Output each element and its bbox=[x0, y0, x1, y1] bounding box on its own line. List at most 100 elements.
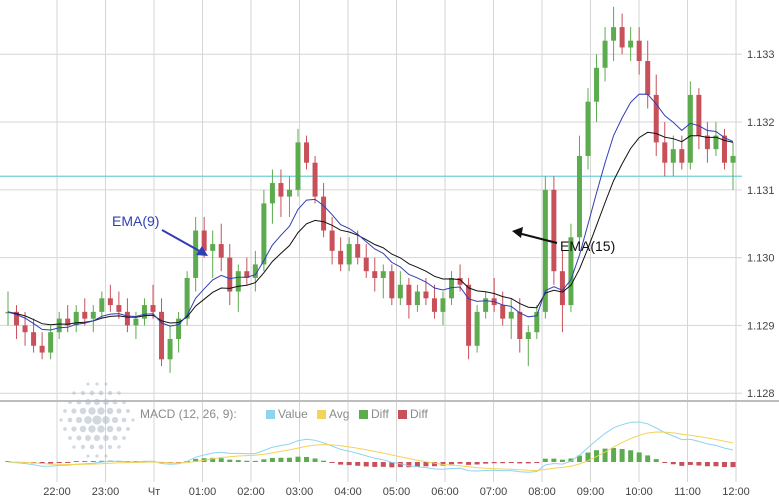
macd-diff-bar bbox=[576, 455, 582, 462]
candle bbox=[167, 325, 173, 373]
candle-body bbox=[90, 311, 96, 319]
logo-dot bbox=[79, 407, 87, 415]
macd-diff-bar bbox=[227, 459, 233, 462]
candle-body bbox=[636, 40, 642, 62]
logo-dot bbox=[116, 426, 122, 432]
candle-body bbox=[653, 94, 659, 143]
macd-diff-bar bbox=[525, 462, 531, 464]
candle-body bbox=[176, 318, 182, 339]
logo-dot bbox=[95, 382, 99, 386]
candle bbox=[653, 74, 659, 156]
macd-diff-bar bbox=[517, 462, 523, 464]
macd-diff-bar bbox=[235, 460, 241, 462]
macd-diff-bar bbox=[679, 462, 685, 466]
macd-diff-bar bbox=[193, 458, 199, 462]
candle bbox=[48, 325, 54, 360]
logo-dot bbox=[89, 444, 95, 450]
candle bbox=[346, 237, 352, 272]
macd-diff-bar bbox=[406, 462, 412, 468]
macd-diff-bar bbox=[423, 462, 429, 467]
candle-body bbox=[82, 311, 88, 319]
candle-body bbox=[141, 305, 147, 319]
candle-body bbox=[713, 135, 719, 150]
ema15-line bbox=[7, 131, 734, 326]
macd-diff-bar bbox=[440, 462, 446, 466]
logo-dot bbox=[126, 409, 130, 413]
candle-body bbox=[645, 61, 651, 95]
candle bbox=[286, 176, 292, 217]
candle bbox=[193, 216, 199, 292]
candle bbox=[414, 284, 420, 312]
time-tick-label: 10:00 bbox=[625, 486, 653, 498]
candle-body bbox=[449, 277, 455, 299]
macd-diff-bar bbox=[90, 461, 96, 462]
candle-body bbox=[414, 291, 420, 306]
candle bbox=[159, 298, 165, 367]
candle bbox=[576, 135, 582, 245]
candle-body bbox=[22, 325, 28, 333]
price-axis: 1.128 1.129 1.130 1.131 1.132 1.133 bbox=[747, 49, 775, 400]
candle-body bbox=[116, 305, 122, 312]
logo-dot bbox=[103, 435, 109, 441]
candle bbox=[107, 284, 113, 312]
watermark-logo bbox=[59, 382, 135, 458]
macd-diff-bar bbox=[551, 458, 557, 462]
logo-dot bbox=[102, 416, 110, 424]
logo-dot bbox=[106, 425, 114, 433]
logo-dot bbox=[97, 407, 105, 415]
macd-diff-bar bbox=[431, 462, 437, 467]
candle-body bbox=[542, 189, 548, 312]
candle-body bbox=[670, 149, 676, 163]
time-tick-label: 12:00 bbox=[722, 486, 750, 498]
logo-dot bbox=[63, 427, 67, 431]
macd-diff-bar bbox=[252, 460, 258, 462]
candle-body bbox=[431, 298, 437, 312]
time-tick-label: 05:00 bbox=[383, 486, 411, 498]
candle bbox=[483, 291, 489, 319]
candle-body bbox=[551, 189, 557, 272]
macd-panel bbox=[5, 421, 736, 473]
logo-dot bbox=[68, 400, 72, 404]
candles bbox=[5, 6, 736, 373]
macd-legend: MACD (12, 26, 9): Value Avg Diff Diff bbox=[140, 407, 428, 421]
logo-dot bbox=[86, 382, 90, 386]
candle bbox=[534, 305, 540, 339]
macd-diff-bar bbox=[295, 456, 301, 462]
logo-dot bbox=[85, 435, 91, 441]
logo-dot bbox=[59, 418, 63, 422]
candle bbox=[645, 40, 651, 109]
candle bbox=[244, 257, 250, 285]
candle-body bbox=[124, 311, 130, 326]
candle-body bbox=[244, 271, 250, 278]
ema15-arrow-line bbox=[517, 232, 558, 244]
candle bbox=[261, 189, 267, 272]
logo-dot bbox=[117, 391, 121, 395]
candle bbox=[90, 305, 96, 333]
candle bbox=[269, 169, 275, 224]
candle bbox=[124, 298, 130, 333]
candle bbox=[312, 155, 318, 204]
time-tick-label: Чт bbox=[148, 486, 160, 498]
candle-body bbox=[99, 298, 105, 312]
macd-diff-bar bbox=[466, 462, 472, 465]
logo-dot bbox=[68, 436, 72, 440]
candle bbox=[141, 298, 147, 326]
candle-body bbox=[423, 291, 429, 299]
candle bbox=[363, 244, 369, 278]
macd-diff-bar bbox=[653, 459, 659, 462]
logo-dot bbox=[71, 426, 77, 432]
legend-value-label: Value bbox=[278, 407, 308, 421]
candle bbox=[542, 176, 548, 319]
macd-diff-bar bbox=[670, 462, 676, 465]
logo-dot bbox=[80, 390, 86, 396]
candle-body bbox=[201, 230, 207, 251]
macd-diff-bar bbox=[346, 462, 352, 466]
ema-lines bbox=[7, 93, 734, 331]
logo-dot bbox=[107, 444, 113, 450]
logo-dot bbox=[76, 399, 82, 405]
time-tick-label: 01:00 bbox=[189, 486, 217, 498]
candle bbox=[440, 291, 446, 326]
candle bbox=[517, 298, 523, 353]
ema9-arrow-head bbox=[196, 246, 208, 256]
